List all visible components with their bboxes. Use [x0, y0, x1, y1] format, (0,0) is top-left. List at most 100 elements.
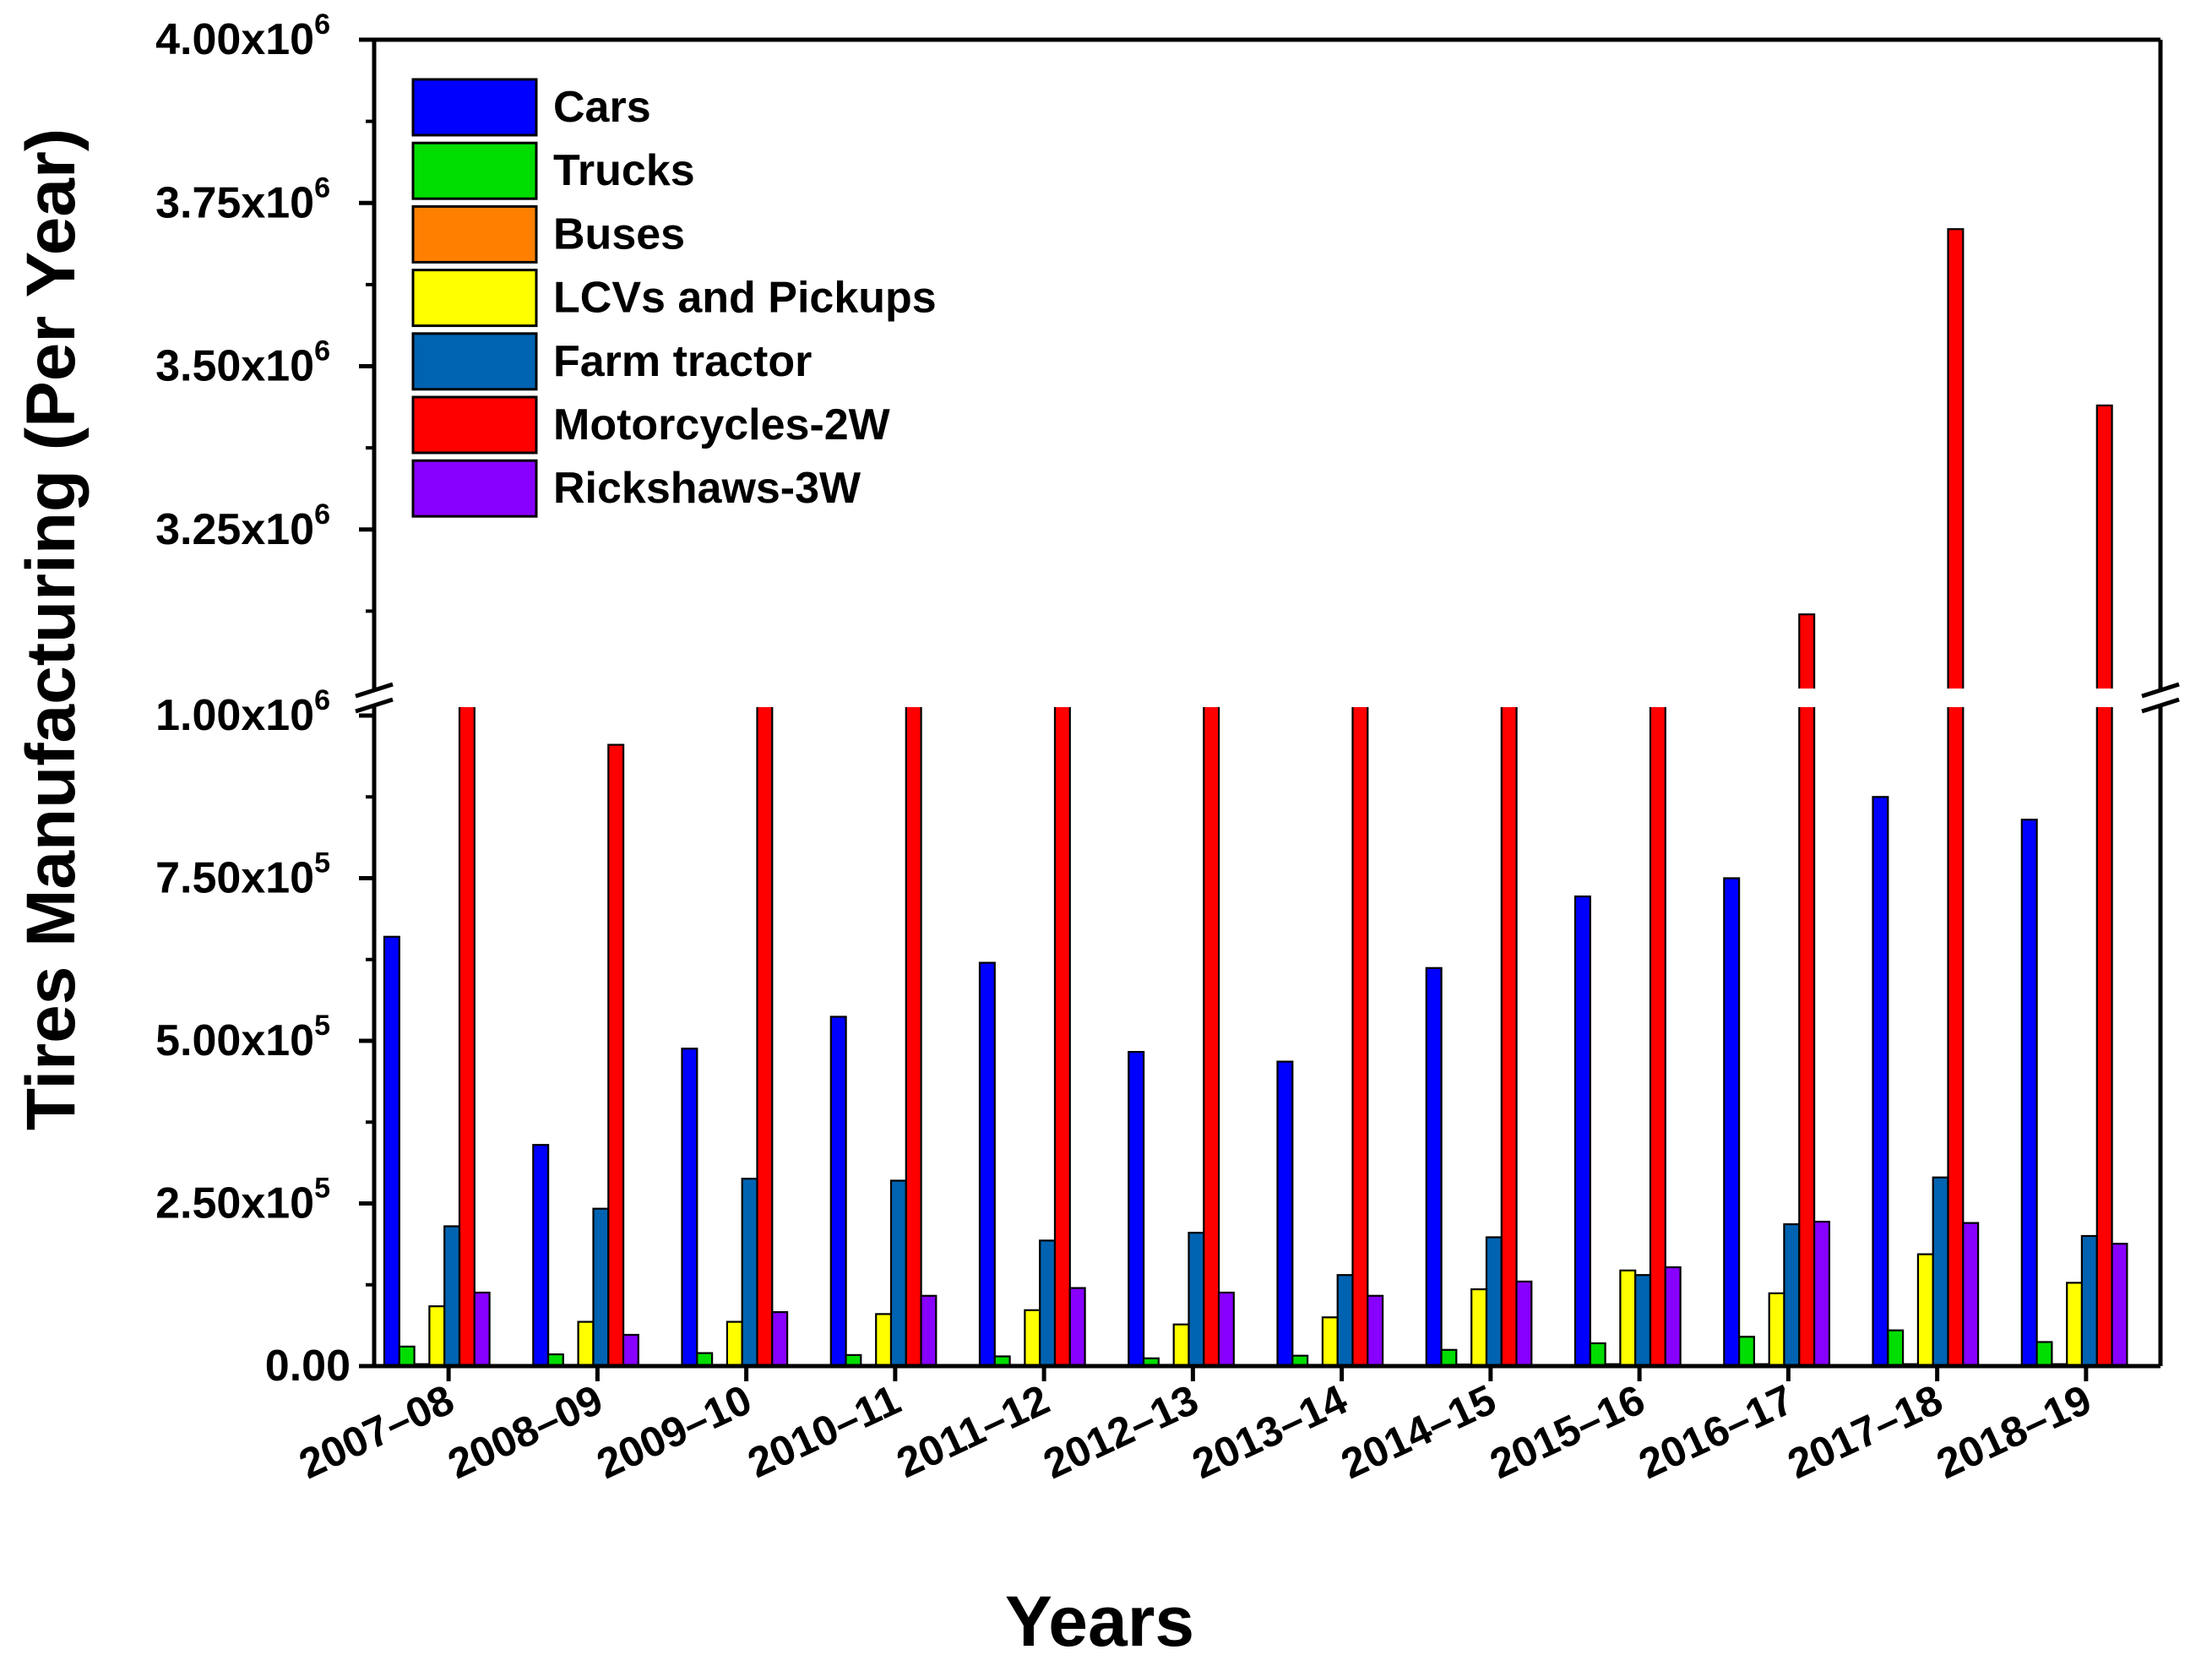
bar-lcvs-and-pickups-7	[1470, 1288, 1488, 1368]
x-tick-label-1: 2008–09	[441, 1375, 610, 1488]
y-tick-label-lower-2: 5.00x105	[155, 1010, 330, 1065]
break-mark-0-b	[355, 697, 394, 714]
bar-cars-1	[532, 1144, 550, 1368]
bar-motorcycles-2w-7	[1500, 696, 1518, 1368]
bar-lcvs-and-pickups-2	[726, 1320, 743, 1368]
legend-label-buses: Buses	[553, 210, 685, 259]
bar-farm-tractor-10	[1932, 1176, 1949, 1368]
legend-swatch-trucks	[411, 141, 538, 200]
bar-trucks-7	[1440, 1348, 1458, 1368]
axis-break-gap	[376, 689, 2159, 707]
bar-cars-6	[1276, 1060, 1294, 1368]
x-tick-label-5: 2012–13	[1036, 1375, 1205, 1488]
bar-trucks-11	[2035, 1341, 2053, 1368]
bar-lcvs-and-pickups-11	[2066, 1282, 2084, 1368]
y-tick-label-lower-1: 2.50x105	[155, 1173, 330, 1228]
bar-rickshaws-3w-6	[1367, 1294, 1384, 1368]
legend-swatch-buses	[411, 204, 538, 264]
bar-motorcycles-2w-1	[607, 743, 625, 1368]
bar-rickshaws-3w-4	[1068, 1287, 1086, 1368]
x-tick-label-9: 2016–17	[1632, 1375, 1801, 1488]
plot-frame	[355, 37, 2180, 1369]
bar-cars-8	[1573, 895, 1591, 1368]
x-tick-label-3: 2010–11	[741, 1375, 908, 1487]
bar-lcvs-and-pickups-10	[1916, 1253, 1934, 1368]
y-tick-label-upper-3: 4.00x106	[155, 8, 330, 64]
legend-label-lcvs-and-pickups: LCVs and Pickups	[553, 274, 937, 323]
bar-cars-7	[1425, 966, 1443, 1368]
bar-rickshaws-3w-2	[771, 1310, 789, 1368]
x-tick-label-2: 2009–10	[590, 1375, 758, 1488]
bar-farm-tractor-3	[889, 1179, 907, 1368]
bar-farm-tractor-11	[2080, 1234, 2098, 1368]
bar-cars-10	[1872, 796, 1889, 1368]
legend-label-cars: Cars	[553, 83, 651, 132]
x-axis-title: Years	[1005, 1582, 1194, 1661]
legend-label-motorcycles-2w: Motorcycles-2W	[553, 400, 891, 449]
break-mark-0-a	[355, 682, 394, 699]
bar-cars-9	[1723, 877, 1741, 1368]
x-tick-label-7: 2014–15	[1334, 1375, 1503, 1488]
break-mark-1-a	[2141, 682, 2180, 699]
y-axis-title: Tires Manufacturing (Per Year)	[13, 128, 90, 1130]
legend-swatch-rickshaws-3w	[411, 459, 538, 518]
bar-motorcycles-2w-11	[2095, 404, 2113, 1368]
bar-cars-3	[829, 1015, 847, 1368]
bar-rickshaws-3w-5	[1217, 1291, 1235, 1368]
bar-cars-11	[2020, 819, 2038, 1368]
y-tick-label-upper-2: 3.75x106	[155, 172, 330, 227]
bar-farm-tractor-6	[1336, 1274, 1354, 1368]
bar-trucks-0	[398, 1345, 416, 1368]
legend: Cars Trucks Buses LCVs and Pickups Farm trac…	[411, 78, 937, 518]
legend-swatch-motorcycles-2w	[411, 395, 538, 455]
break-mark-1-b	[2141, 697, 2180, 714]
bar-farm-tractor-8	[1634, 1274, 1652, 1368]
bar-farm-tractor-9	[1783, 1222, 1801, 1368]
legend-swatch-lcvs-and-pickups	[411, 269, 538, 328]
bar-farm-tractor-7	[1485, 1236, 1503, 1368]
bar-rickshaws-3w-3	[920, 1294, 938, 1368]
bar-farm-tractor-1	[592, 1207, 610, 1368]
bar-rickshaws-3w-7	[1515, 1280, 1533, 1368]
x-tick-label-0: 2007–08	[292, 1375, 461, 1488]
bar-rickshaws-3w-9	[1813, 1220, 1831, 1368]
bar-lcvs-and-pickups-9	[1768, 1292, 1785, 1368]
y-tick-label-lower-0: 0.00	[265, 1342, 351, 1391]
bar-trucks-9	[1738, 1336, 1756, 1368]
legend-label-trucks: Trucks	[553, 146, 695, 195]
x-tick-label-8: 2015–16	[1483, 1375, 1652, 1488]
bar-motorcycles-2w-2	[756, 696, 774, 1368]
y-tick-label-upper-1: 3.50x106	[155, 335, 330, 391]
bar-motorcycles-2w-8	[1649, 696, 1666, 1368]
bar-cars-4	[978, 961, 996, 1368]
y-tick-label-upper-0: 3.25x106	[155, 498, 330, 554]
x-tick-label-11: 2018–19	[1929, 1375, 2098, 1488]
bar-motorcycles-2w-9	[1798, 613, 1816, 1368]
legend-label-farm-tractor: Farm tractor	[553, 337, 812, 386]
bar-rickshaws-3w-0	[473, 1291, 491, 1368]
bar-lcvs-and-pickups-1	[577, 1320, 595, 1368]
bar-rickshaws-3w-1	[622, 1333, 639, 1368]
y-tick-label-lower-3: 7.50x105	[155, 847, 330, 903]
bar-motorcycles-2w-6	[1351, 696, 1369, 1368]
bar-trucks-10	[1887, 1329, 1905, 1368]
bar-lcvs-and-pickups-6	[1321, 1316, 1339, 1368]
x-axis-ticks: 2007–082008–092009–102010–112011–122012–…	[292, 1366, 2099, 1488]
bar-rickshaws-3w-10	[1962, 1222, 1980, 1368]
y-axis-ticks: 0.00 2.50x105 5.00x105 7.50x105 1.00x106 3.25…	[155, 8, 374, 1391]
bar-farm-tractor-4	[1039, 1239, 1057, 1368]
bar-lcvs-and-pickups-5	[1172, 1323, 1190, 1368]
bar-motorcycles-2w-5	[1203, 696, 1220, 1368]
x-tick-label-4: 2011–12	[889, 1375, 1057, 1487]
bar-cars-2	[681, 1048, 698, 1368]
bar-motorcycles-2w-10	[1947, 228, 1965, 1368]
bar-lcvs-and-pickups-8	[1619, 1269, 1637, 1368]
bar-motorcycles-2w-3	[905, 696, 922, 1368]
bar-trucks-8	[1589, 1342, 1606, 1368]
bar-motorcycles-2w-0	[458, 696, 476, 1368]
bar-lcvs-and-pickups-3	[875, 1313, 893, 1368]
legend-swatch-farm-tractor	[411, 332, 538, 391]
bar-farm-tractor-2	[741, 1178, 758, 1368]
bar-cars-0	[383, 935, 400, 1368]
